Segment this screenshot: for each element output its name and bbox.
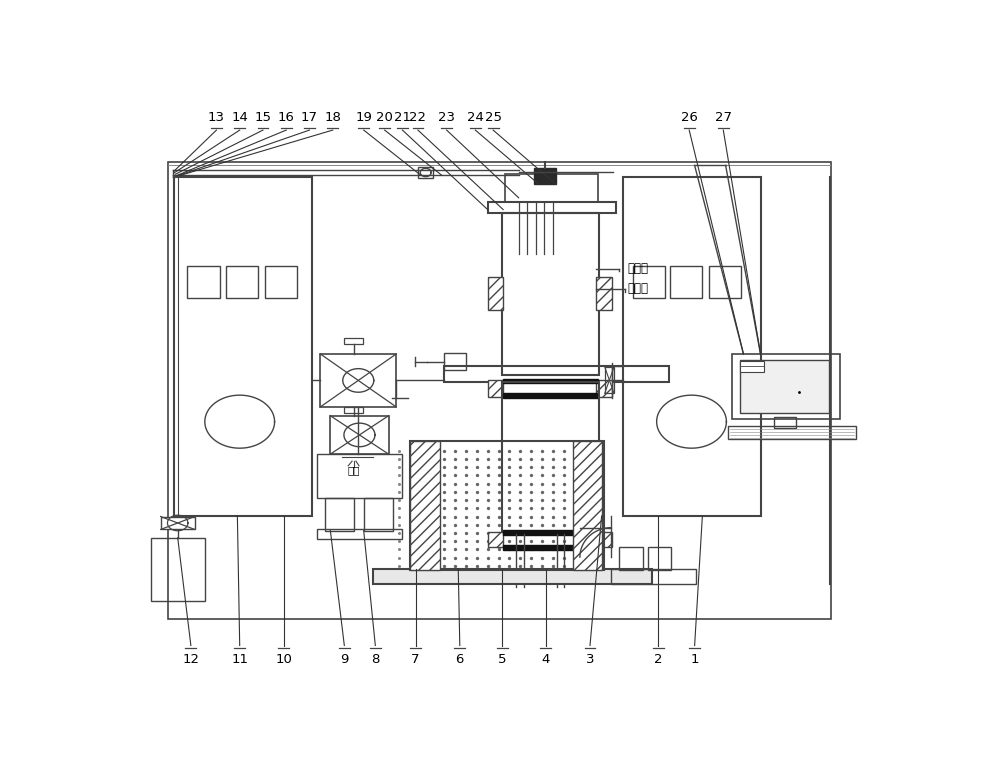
Bar: [670, 265, 702, 298]
Bar: [488, 380, 503, 397]
Bar: [344, 407, 363, 413]
Bar: [444, 353, 466, 369]
Text: 20: 20: [376, 111, 393, 124]
Bar: [740, 360, 829, 413]
Bar: [534, 168, 556, 184]
Text: 1: 1: [690, 653, 699, 666]
Bar: [161, 516, 195, 529]
Text: 26: 26: [681, 111, 698, 124]
Bar: [488, 532, 503, 546]
Text: 22: 22: [409, 111, 426, 124]
Bar: [320, 354, 396, 407]
Bar: [596, 278, 612, 310]
Text: 7: 7: [411, 653, 420, 666]
Bar: [596, 532, 612, 546]
Text: 23: 23: [438, 111, 455, 124]
Bar: [330, 416, 388, 454]
Bar: [505, 174, 598, 202]
Bar: [728, 426, 856, 439]
Text: 17: 17: [301, 111, 318, 124]
Bar: [503, 379, 598, 383]
Bar: [502, 382, 599, 534]
Text: 21: 21: [394, 111, 411, 124]
Bar: [774, 417, 796, 428]
Bar: [503, 545, 598, 550]
Bar: [444, 366, 669, 382]
Bar: [317, 529, 402, 539]
Bar: [633, 265, 665, 298]
Text: 5: 5: [498, 653, 507, 666]
Bar: [187, 265, 220, 298]
Bar: [611, 569, 696, 584]
Text: 14: 14: [231, 111, 248, 124]
Bar: [740, 361, 764, 372]
Text: 4: 4: [542, 653, 550, 666]
Text: 出水管: 出水管: [627, 282, 648, 295]
Text: 15: 15: [254, 111, 271, 124]
Bar: [151, 538, 205, 601]
Text: 25: 25: [485, 111, 502, 124]
Bar: [410, 441, 604, 570]
Bar: [226, 265, 258, 298]
Text: 8: 8: [371, 653, 380, 666]
Bar: [503, 530, 598, 535]
Bar: [317, 454, 402, 498]
Bar: [488, 278, 503, 310]
Bar: [344, 338, 363, 344]
Bar: [596, 380, 612, 397]
Bar: [373, 569, 652, 584]
Text: 9: 9: [340, 653, 349, 666]
Text: 27: 27: [715, 111, 732, 124]
Bar: [502, 213, 599, 375]
Text: 2: 2: [654, 653, 662, 666]
Text: 排气: 排气: [347, 465, 360, 475]
Text: 11: 11: [231, 653, 248, 666]
Text: 进水管: 进水管: [627, 262, 648, 275]
Bar: [709, 265, 741, 298]
Text: 16: 16: [278, 111, 295, 124]
Text: 6: 6: [456, 653, 464, 666]
Bar: [619, 546, 643, 570]
Bar: [488, 202, 616, 213]
Text: 12: 12: [182, 653, 199, 666]
Bar: [503, 393, 598, 398]
Bar: [605, 367, 614, 393]
Bar: [573, 441, 602, 570]
Bar: [410, 441, 440, 570]
Bar: [325, 498, 354, 531]
Bar: [732, 354, 840, 418]
Bar: [364, 498, 393, 531]
Text: 3: 3: [586, 653, 594, 666]
Text: 18: 18: [324, 111, 341, 124]
Bar: [418, 167, 433, 178]
Bar: [623, 177, 761, 516]
Bar: [264, 265, 297, 298]
Bar: [168, 162, 831, 619]
Bar: [174, 177, 312, 516]
Text: 10: 10: [275, 653, 292, 666]
Text: 13: 13: [208, 111, 225, 124]
Text: 24: 24: [467, 111, 484, 124]
Bar: [648, 546, 671, 570]
Text: 19: 19: [355, 111, 372, 124]
